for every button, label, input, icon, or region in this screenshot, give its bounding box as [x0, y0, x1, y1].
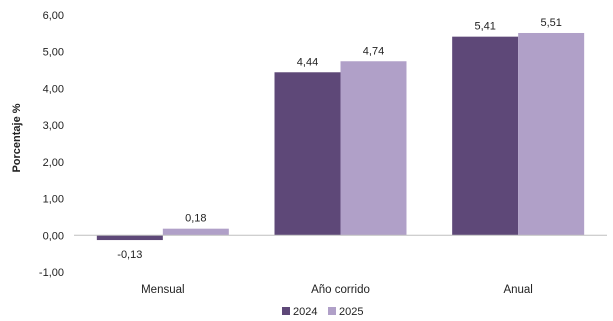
y-tick-label: -1,00 [39, 267, 64, 279]
y-tick-label: 1,00 [43, 194, 64, 206]
legend-swatch-2025 [328, 307, 336, 315]
data-label: -0,13 [117, 249, 142, 261]
data-label: 4,74 [363, 45, 384, 57]
bars [96, 32, 585, 241]
legend: 2024 2025 [282, 306, 363, 318]
legend-label: 2025 [339, 306, 363, 318]
bar-2025 [162, 228, 229, 236]
y-tick-label: 0,00 [43, 230, 64, 242]
data-labels: -0,13 0,18 4,44 4,74 5,41 5,51 [117, 17, 562, 261]
y-tick-label: 5,00 [43, 47, 64, 59]
legend-swatch-2024 [282, 307, 290, 315]
bar-2025 [518, 32, 585, 236]
data-label: 5,51 [540, 17, 561, 29]
x-axis: Mensual Año corrido Anual [141, 284, 533, 296]
bar-2025 [340, 61, 407, 236]
y-tick-label: 6,00 [43, 10, 64, 22]
legend-label: 2024 [293, 306, 317, 318]
data-label: 5,41 [474, 21, 495, 33]
y-axis-label: Porcentaje % [11, 103, 23, 172]
x-tick-label: Año corrido [311, 284, 370, 296]
bar-2024 [452, 36, 519, 236]
y-tick-label: 4,00 [43, 83, 64, 95]
x-tick-label: Mensual [141, 284, 184, 296]
y-tick-label: 2,00 [43, 157, 64, 169]
bar-2024 [96, 235, 163, 241]
data-label: 4,44 [297, 56, 318, 68]
y-axis: -1,00 0,00 1,00 2,00 3,00 4,00 5,00 6,00 [39, 10, 64, 279]
x-tick-label: Anual [503, 284, 532, 296]
data-label: 0,18 [185, 213, 206, 225]
y-tick-label: 3,00 [43, 120, 64, 132]
bar-2024 [274, 72, 341, 236]
